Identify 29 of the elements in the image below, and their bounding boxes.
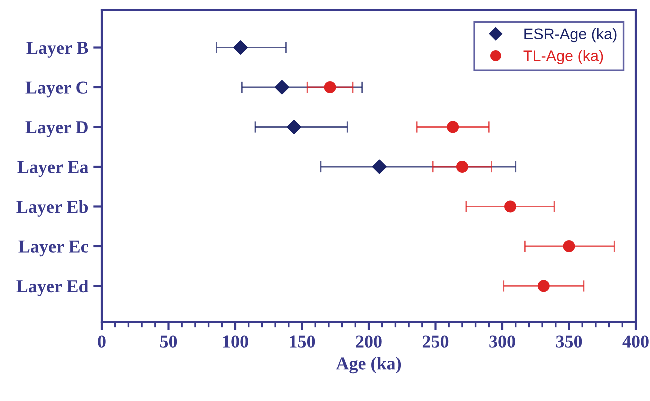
y-tick-label: Layer Eb xyxy=(16,200,88,217)
y-tick-label: Layer Ea xyxy=(18,161,89,178)
y-tick-label: Layer Ec xyxy=(18,240,88,257)
x-tick-label: 200 xyxy=(356,336,382,348)
point xyxy=(456,161,468,173)
x-tick-label: 0 xyxy=(98,336,106,348)
x-axis-title: Age (ka) xyxy=(336,357,402,374)
x-tick-label: 50 xyxy=(160,336,178,348)
point xyxy=(447,121,460,134)
y-tick-label: Layer B xyxy=(26,42,88,58)
legend-label: ESR-Age (ka) xyxy=(524,28,617,43)
x-tick-label: 300 xyxy=(490,336,516,348)
x-tick-label: 250 xyxy=(422,336,449,348)
point xyxy=(275,80,290,95)
point xyxy=(372,160,387,174)
y-tick-label: Layer D xyxy=(26,122,88,138)
point xyxy=(287,120,302,134)
y-tick-label: Layer C xyxy=(26,82,88,98)
point xyxy=(538,280,550,292)
point xyxy=(563,240,576,252)
y-tick-label: Layer Ed xyxy=(16,280,89,296)
x-tick-label: 400 xyxy=(622,336,649,348)
x-tick-label: 150 xyxy=(290,336,316,348)
x-tick-label: 100 xyxy=(223,336,248,348)
x-tick-label: 350 xyxy=(556,336,582,348)
point xyxy=(234,40,248,55)
point xyxy=(504,200,516,213)
legend-label: TL-Age (ka) xyxy=(524,50,604,64)
point xyxy=(324,82,336,94)
